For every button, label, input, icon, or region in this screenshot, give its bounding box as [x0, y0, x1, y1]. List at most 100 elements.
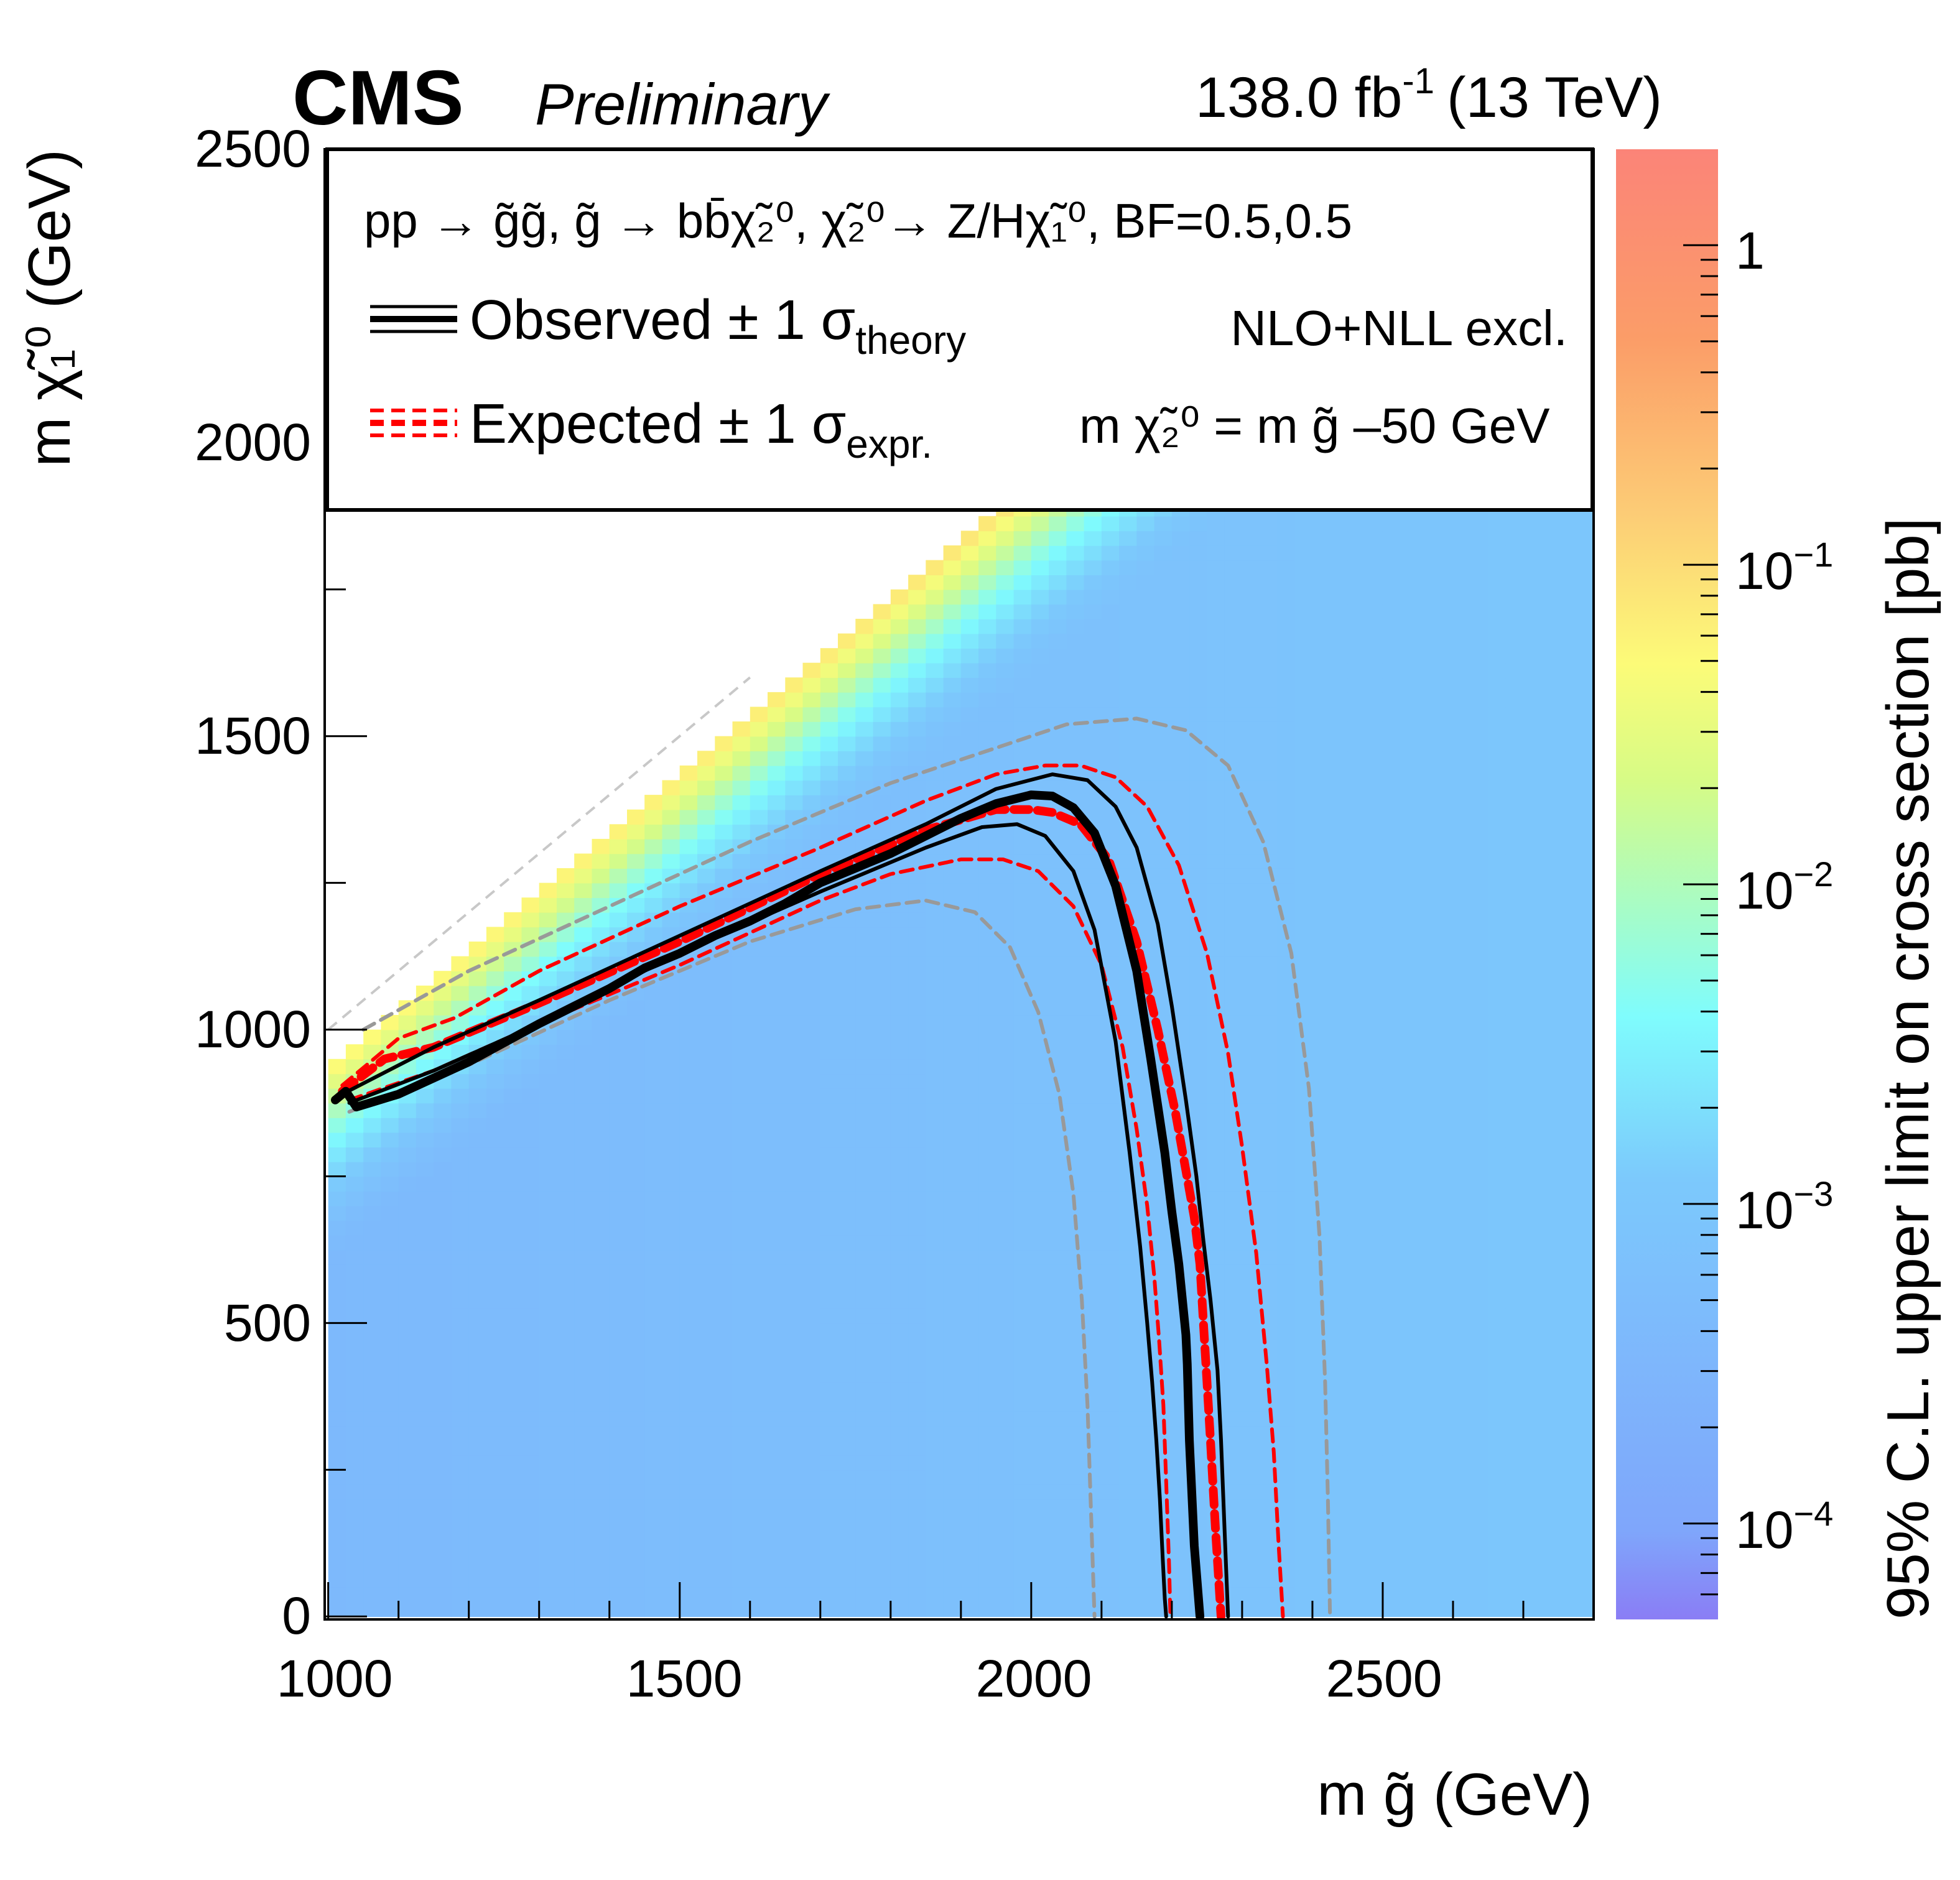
heatmap-cell	[802, 1029, 821, 1045]
heatmap-cell	[1330, 692, 1349, 708]
heatmap-cell	[838, 692, 857, 708]
heatmap-cell	[1207, 1132, 1225, 1148]
heatmap-cell	[873, 1058, 891, 1075]
heatmap-cell	[715, 1425, 733, 1441]
heatmap-cell	[1365, 1161, 1383, 1177]
heatmap-cell	[1365, 1323, 1383, 1338]
heatmap-cell	[960, 1543, 979, 1558]
heatmap-cell	[873, 1396, 891, 1412]
heatmap-cell	[1242, 677, 1260, 693]
heatmap-cell	[978, 1425, 997, 1441]
heatmap-cell	[1382, 1352, 1401, 1368]
heatmap-cell	[926, 1308, 944, 1324]
heatmap-cell	[978, 897, 997, 913]
heatmap-cell	[662, 1338, 680, 1353]
heatmap-cell	[627, 1484, 646, 1500]
heatmap-cell	[1119, 516, 1138, 532]
heatmap-cell	[363, 1147, 382, 1162]
heatmap-cell	[486, 1191, 504, 1206]
heatmap-cell	[1189, 545, 1208, 561]
heatmap-cell	[1294, 1058, 1313, 1075]
heatmap-cell	[451, 1587, 470, 1603]
heatmap-cell	[960, 677, 979, 693]
heatmap-cell	[732, 1000, 751, 1016]
heatmap-cell	[996, 1029, 1015, 1045]
heatmap-cell	[1365, 1103, 1383, 1118]
heatmap-cell	[1049, 927, 1067, 942]
heatmap-cell	[1488, 868, 1507, 884]
heatmap-cell	[328, 1323, 346, 1338]
heatmap-cell	[1119, 1396, 1138, 1412]
heatmap-cell	[1224, 882, 1243, 898]
heatmap-cell	[768, 692, 786, 708]
heatmap-cell	[1365, 1118, 1383, 1133]
heatmap-cell	[1294, 575, 1313, 590]
heatmap-cell	[1224, 927, 1243, 942]
heatmap-cell	[1347, 838, 1366, 854]
heatmap-cell	[539, 1073, 557, 1089]
heatmap-cell	[1013, 882, 1032, 898]
heatmap-cell	[838, 1528, 857, 1544]
heatmap-cell	[1418, 1411, 1436, 1427]
heatmap-cell	[715, 1367, 733, 1382]
heatmap-cell	[1365, 721, 1383, 737]
heatmap-cell	[1488, 1176, 1507, 1192]
heatmap-cell	[802, 1176, 821, 1192]
heatmap-cell	[1541, 912, 1559, 928]
heatmap-cell	[732, 1484, 751, 1500]
heatmap-cell	[960, 736, 979, 752]
heatmap-cell	[662, 1132, 680, 1148]
heatmap-cell	[1347, 868, 1366, 884]
heatmap-cell	[345, 1205, 364, 1221]
heatmap-cell	[1347, 1572, 1366, 1588]
heatmap-cell	[1277, 1425, 1296, 1441]
heatmap-cell	[627, 1381, 646, 1397]
heatmap-cell	[1049, 1367, 1067, 1382]
heatmap-cell	[802, 853, 821, 869]
heatmap-cell	[1119, 1029, 1138, 1045]
heatmap-cell	[943, 545, 962, 561]
heatmap-cell	[855, 692, 874, 708]
heatmap-cell	[486, 1220, 504, 1236]
heatmap-cell	[468, 1118, 487, 1133]
heatmap-cell	[1066, 1557, 1085, 1573]
heatmap-cell	[1347, 897, 1366, 913]
heatmap-cell	[416, 1191, 434, 1206]
heatmap-cell	[820, 662, 838, 678]
heatmap-cell	[855, 956, 874, 971]
heatmap-cell	[1031, 1543, 1049, 1558]
heatmap-cell	[996, 575, 1015, 590]
heatmap-cell	[609, 1234, 628, 1251]
heatmap-cell	[1435, 1132, 1454, 1148]
heatmap-cell	[539, 971, 557, 986]
heatmap-cell	[1260, 780, 1278, 795]
heatmap-cell	[644, 1323, 663, 1338]
heatmap-cell	[750, 1557, 768, 1573]
heatmap-cell	[1505, 971, 1524, 986]
heatmap-cell	[1084, 1279, 1102, 1294]
heatmap-cell	[1523, 1132, 1542, 1148]
heatmap-cell	[1347, 853, 1366, 869]
heatmap-cell	[820, 1381, 838, 1397]
heatmap-cell	[609, 1147, 628, 1162]
heatmap-cell	[1277, 1323, 1296, 1338]
heatmap-cell	[750, 956, 768, 971]
heatmap-cell	[1453, 765, 1472, 781]
heatmap-cell	[943, 1220, 962, 1236]
heatmap-cell	[908, 1264, 927, 1280]
heatmap-cell	[1523, 1176, 1542, 1192]
heatmap-cell	[381, 1396, 399, 1412]
heatmap-cell	[732, 824, 751, 840]
heatmap-cell	[574, 1234, 593, 1251]
heatmap-cell	[1505, 706, 1524, 722]
heatmap-cell	[855, 1294, 874, 1309]
heatmap-cell	[1260, 912, 1278, 928]
heatmap-cell	[679, 1176, 698, 1192]
heatmap-cell	[557, 1601, 575, 1618]
heatmap-cell	[978, 1572, 997, 1588]
heatmap-cell	[574, 1528, 593, 1544]
heatmap-cell	[1171, 662, 1190, 678]
heatmap-cell	[1453, 882, 1472, 898]
heatmap-cell	[451, 1367, 470, 1382]
heatmap-cell	[1365, 956, 1383, 971]
